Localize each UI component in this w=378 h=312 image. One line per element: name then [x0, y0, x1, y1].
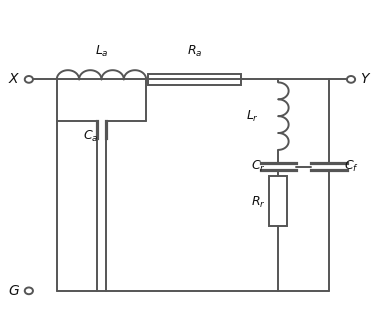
Text: $C_f$: $C_f$ [344, 159, 358, 174]
Text: $L_r$: $L_r$ [246, 109, 259, 124]
Bar [148, 74, 241, 85]
Text: $R_r$: $R_r$ [251, 194, 265, 210]
Text: $G$: $G$ [8, 284, 20, 298]
Text: $C_r$: $C_r$ [251, 159, 265, 174]
Text: $L_a$: $L_a$ [94, 44, 108, 59]
Text: $Y$: $Y$ [360, 72, 372, 86]
Bar [270, 176, 287, 227]
Text: $R_a$: $R_a$ [187, 44, 202, 59]
Text: $X$: $X$ [8, 72, 20, 86]
Text: $C_a$: $C_a$ [82, 129, 98, 144]
